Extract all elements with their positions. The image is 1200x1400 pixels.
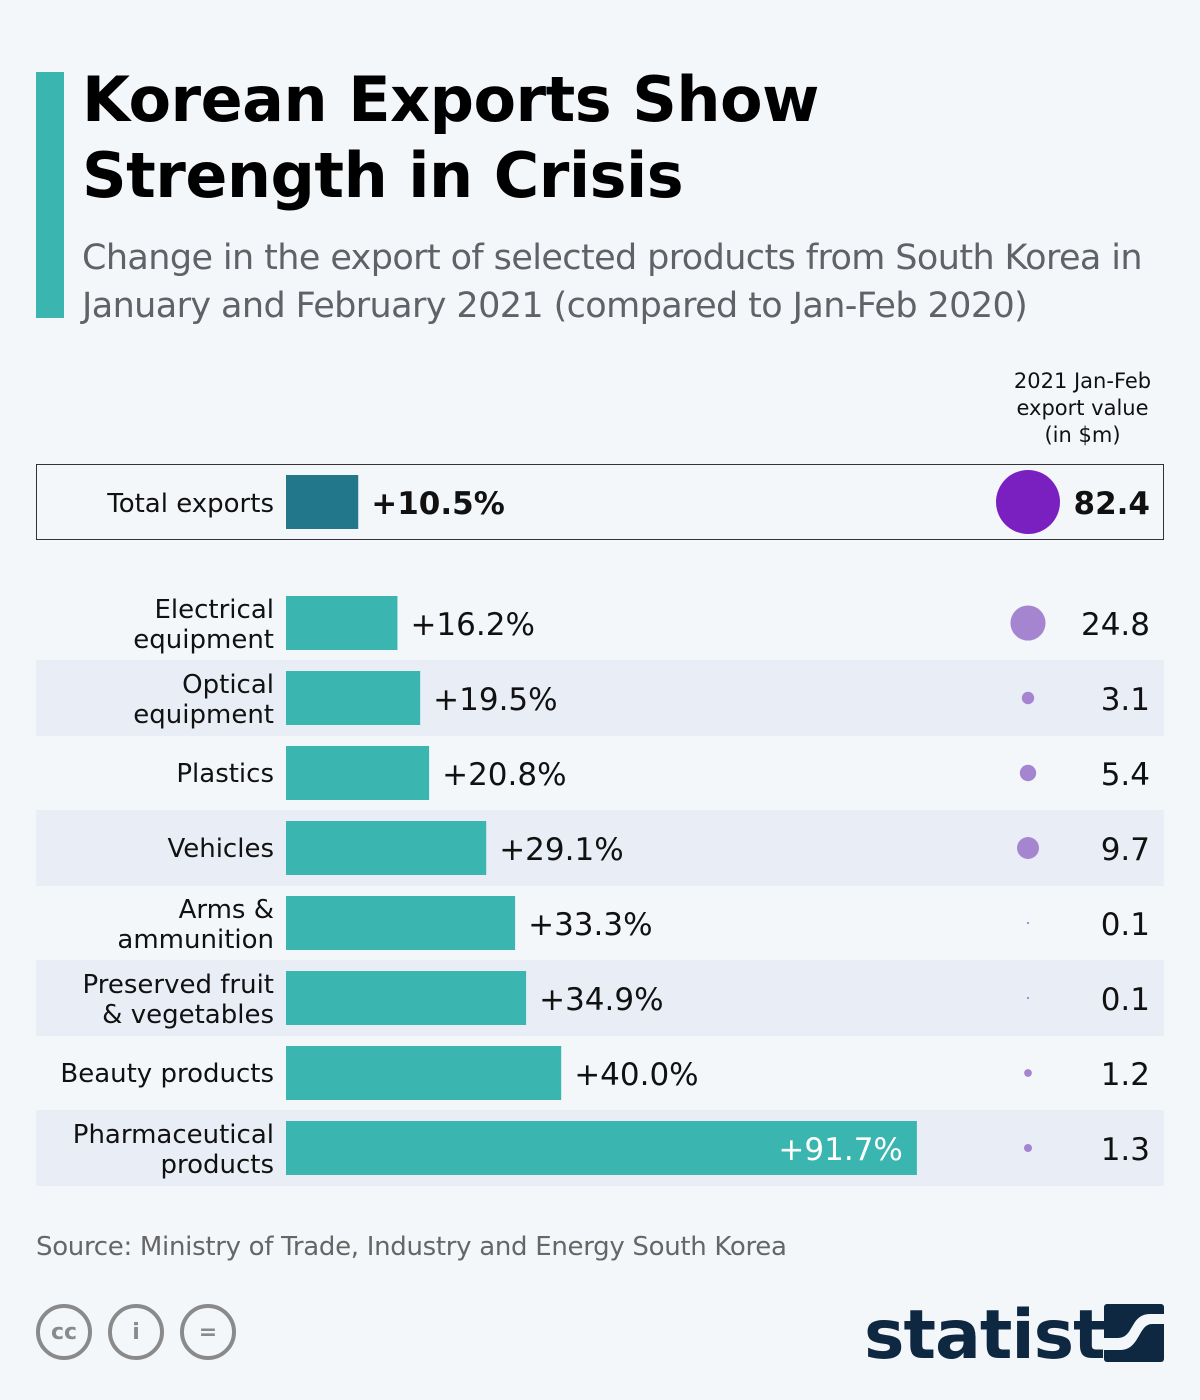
title-line-2: Strength in Crisis: [82, 139, 684, 212]
total-label: Total exports: [106, 489, 274, 519]
bar: [286, 596, 398, 650]
value-label: +33.3%: [528, 907, 652, 943]
column-header-line: 2021 Jan-Feb: [1013, 369, 1152, 393]
value-label: +91.7%: [778, 1132, 902, 1168]
export-value: 0.1: [1101, 982, 1150, 1018]
export-value: 9.7: [1101, 832, 1150, 868]
row-background: [36, 810, 1164, 886]
bar: [286, 821, 487, 875]
export-value: 3.1: [1101, 682, 1150, 718]
export-value: 24.8: [1081, 607, 1150, 643]
export-value: 5.4: [1101, 757, 1150, 793]
export-bubble: [1021, 691, 1035, 705]
value-label: +29.1%: [499, 832, 623, 868]
export-value: 0.1: [1101, 907, 1150, 943]
column-header: 2021 Jan-Feb export value (in $m): [990, 368, 1175, 449]
title-line-1: Korean Exports Show: [82, 63, 819, 136]
page-title: Korean Exports Show Strength in Crisis: [82, 62, 819, 214]
source-note: Source: Ministry of Trade, Industry and …: [36, 1232, 787, 1262]
row-background: [36, 660, 1164, 736]
category-label: Plastics: [176, 759, 274, 789]
total-value-label: +10.5%: [371, 486, 505, 522]
category-label: equipment: [133, 700, 274, 730]
export-bubble: [1017, 837, 1039, 859]
value-label: +16.2%: [410, 607, 534, 643]
bar: [286, 671, 421, 725]
export-bubble: [1023, 1143, 1033, 1153]
value-label: +34.9%: [539, 982, 663, 1018]
total-export-value: 82.4: [1074, 486, 1151, 522]
statista-logo: statista: [864, 1296, 1151, 1375]
bar: [286, 971, 527, 1025]
no-derivatives-icon: =: [180, 1304, 236, 1360]
cc-license-icon: cc: [36, 1304, 92, 1360]
subtitle: Change in the export of selected product…: [82, 238, 1143, 326]
accent-bar: [36, 72, 64, 318]
total-row-box: [36, 464, 1164, 540]
category-label: products: [160, 1150, 274, 1180]
category-label: & vegetables: [102, 1000, 274, 1030]
export-value: 1.2: [1101, 1057, 1150, 1093]
category-label: Pharmaceutical: [73, 1120, 274, 1150]
value-label: +20.8%: [442, 757, 566, 793]
category-label: Arms &: [179, 895, 274, 925]
export-bubble: [1026, 921, 1030, 925]
export-bubble: [1019, 764, 1037, 782]
logo-text: statista: [864, 1296, 1151, 1375]
category-label: equipment: [133, 625, 274, 655]
category-label: Vehicles: [167, 834, 274, 864]
bar: [286, 1046, 562, 1100]
bar: [286, 896, 516, 950]
category-label: Electrical: [154, 595, 274, 625]
category-label: Preserved fruit: [83, 970, 274, 1000]
row-background: [36, 960, 1164, 1036]
export-bubble: [1026, 996, 1030, 1000]
column-header-line: export value: [1016, 396, 1149, 420]
value-label: +19.5%: [433, 682, 557, 718]
category-label: Optical: [182, 670, 274, 700]
export-value: 1.3: [1101, 1132, 1150, 1168]
bar: [286, 746, 430, 800]
column-header-line: (in $m): [1044, 423, 1121, 447]
export-bubble: [1024, 1069, 1032, 1077]
statista-logo-mark-icon: [1104, 1304, 1164, 1362]
export-bubble: [1010, 605, 1046, 641]
bar: [286, 1121, 917, 1175]
total-export-bubble: [996, 470, 1060, 534]
value-label: +40.0%: [574, 1057, 698, 1093]
category-label: Beauty products: [60, 1059, 274, 1089]
total-bar: [286, 475, 359, 529]
attribution-icon: i: [108, 1304, 164, 1360]
category-label: ammunition: [117, 925, 274, 955]
